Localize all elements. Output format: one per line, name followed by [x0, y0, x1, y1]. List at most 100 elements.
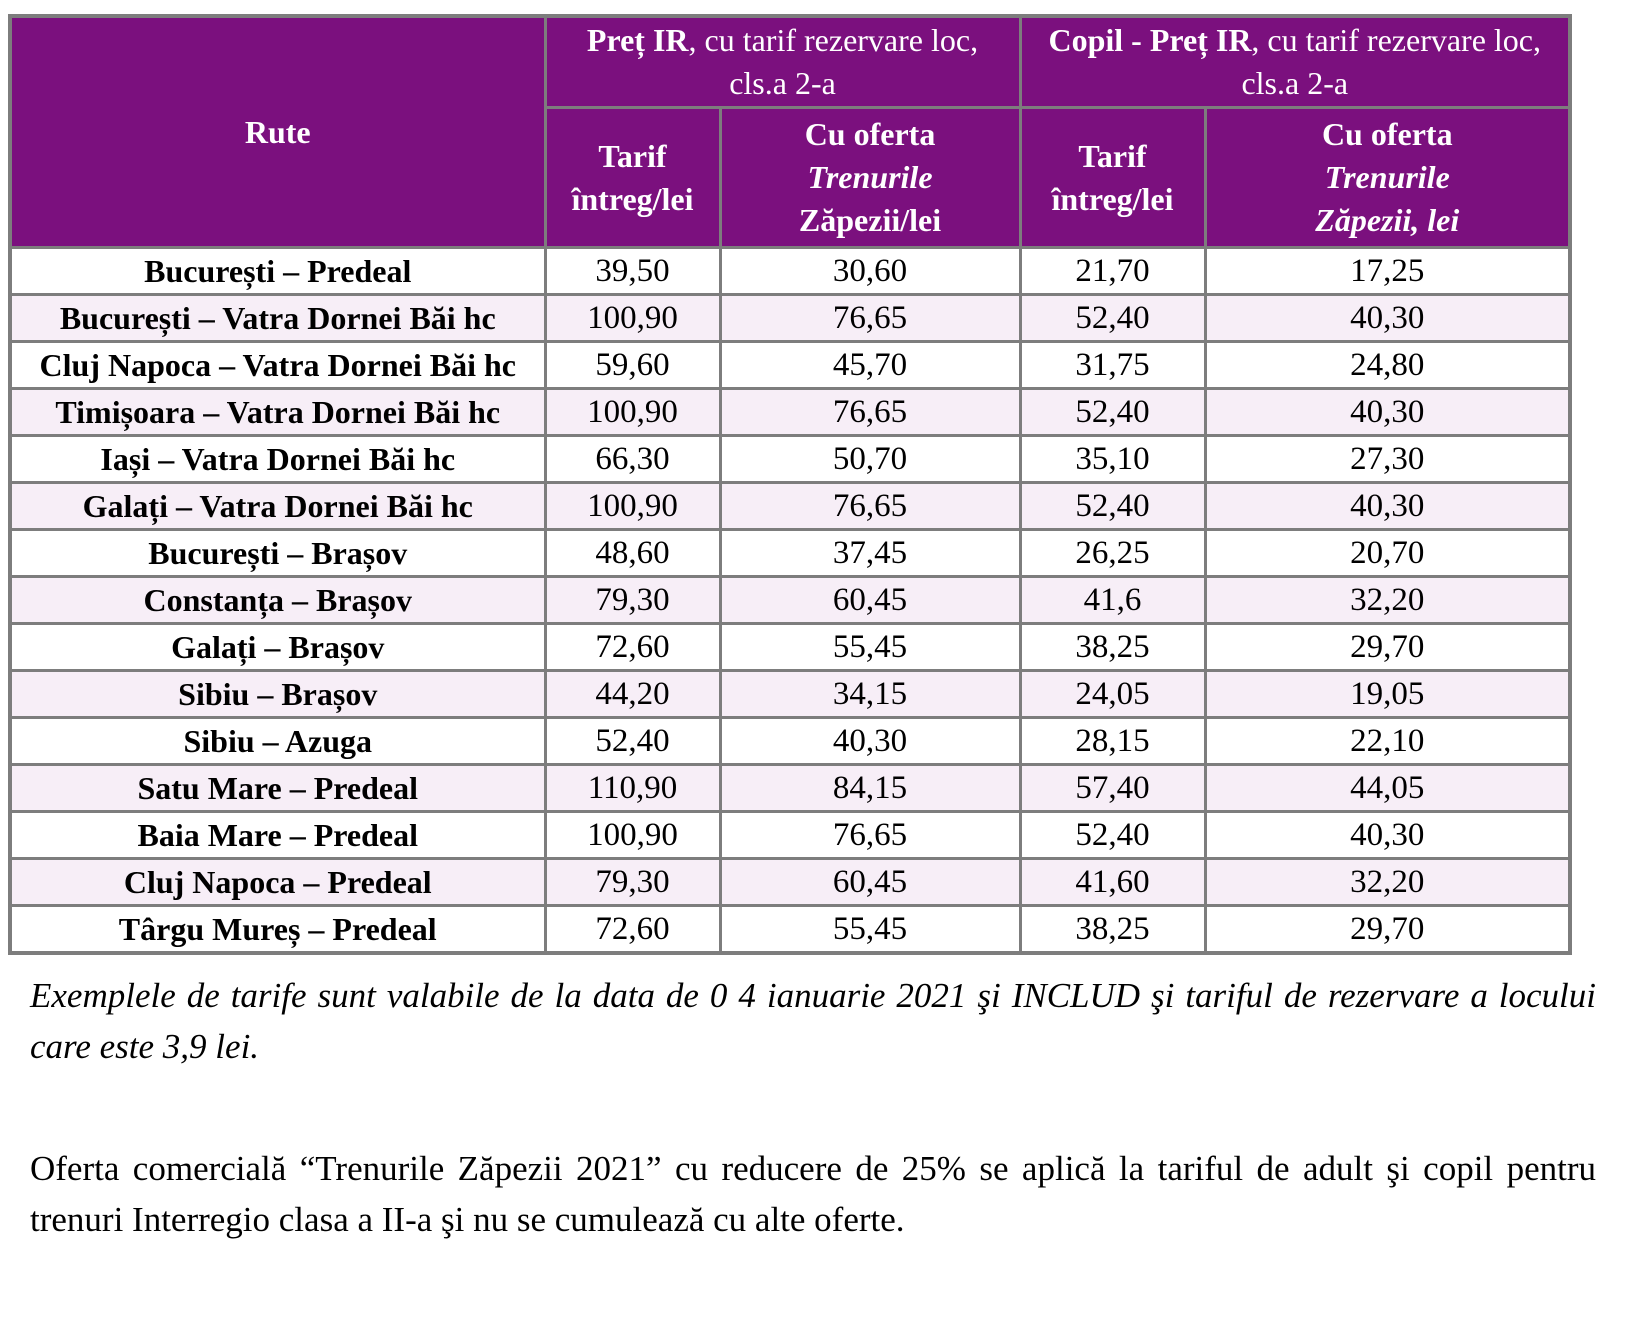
column-header-adult-offer: Cu oferta Trenurile Zăpezii/lei [718, 106, 1022, 250]
child-full-tariff-cell: 52,40 [1018, 387, 1207, 438]
child-full-tariff-cell: 52,40 [1018, 810, 1207, 861]
table-row: Târgu Mureș – Predeal 72,60 55,45 38,25 … [8, 904, 1572, 955]
column-header-child-offer: Cu oferta Trenurile Zăpezii, lei [1203, 106, 1572, 250]
route-cell: București – Predeal [8, 246, 547, 297]
child-offer-tariff-cell: 40,30 [1203, 293, 1572, 344]
adult-offer-tariff-cell: 76,65 [718, 387, 1022, 438]
adult-offer-tariff-cell: 50,70 [718, 434, 1022, 485]
child-offer-tariff-cell: 44,05 [1203, 763, 1572, 814]
rute-label: Rute [244, 113, 311, 150]
route-cell: Baia Mare – Predeal [8, 810, 547, 861]
child-full-tariff-cell: 38,25 [1018, 622, 1207, 673]
child-offer-tariff-cell: 40,30 [1203, 387, 1572, 438]
child-offer-tariff-cell: 32,20 [1203, 575, 1572, 626]
route-cell: București – Brașov [8, 528, 547, 579]
route-cell: Iași – Vatra Dornei Băi hc [8, 434, 547, 485]
group-adult-bold: Preț IR [586, 22, 689, 58]
child-offer-tariff-cell: 29,70 [1203, 904, 1572, 955]
route-cell: Cluj Napoca – Predeal [8, 857, 547, 908]
group-child-bold: Copil - Preț IR [1048, 22, 1252, 58]
route-cell: Galați – Vatra Dornei Băi hc [8, 481, 547, 532]
adult-full-tariff-cell: 72,60 [543, 904, 722, 955]
child-offer-tariff-cell: 24,80 [1203, 340, 1572, 391]
adult-offer-label-line1: Cu oferta [804, 116, 936, 153]
child-full-tariff-cell: 28,15 [1018, 716, 1207, 767]
column-group-adult-price: Preț IR, cu tarif rezervare loc, cls.a 2… [543, 14, 1022, 110]
adult-full-tariff-cell: 100,90 [543, 387, 722, 438]
child-full-tariff-cell: 52,40 [1018, 481, 1207, 532]
adult-offer-tariff-cell: 76,65 [718, 481, 1022, 532]
route-cell: Sibiu – Brașov [8, 669, 547, 720]
table-row: Satu Mare – Predeal 110,90 84,15 57,40 4… [8, 763, 1572, 814]
child-full-tariff-cell: 41,60 [1018, 857, 1207, 908]
table-row: Iași – Vatra Dornei Băi hc 66,30 50,70 3… [8, 434, 1572, 485]
child-offer-label-line2: Trenurile [1324, 159, 1450, 196]
adult-offer-tariff-cell: 45,70 [718, 340, 1022, 391]
child-offer-tariff-cell: 20,70 [1203, 528, 1572, 579]
note-validity: Exemplele de tarife sunt valabile de la … [30, 975, 1596, 1066]
adult-offer-tariff-cell: 60,45 [718, 857, 1022, 908]
child-full-tariff-label: Tarif întreg/lei [1051, 137, 1174, 217]
child-offer-label-line1: Cu oferta [1321, 116, 1453, 153]
child-offer-tariff-cell: 19,05 [1203, 669, 1572, 720]
child-offer-tariff-cell: 40,30 [1203, 810, 1572, 861]
child-full-tariff-cell: 31,75 [1018, 340, 1207, 391]
adult-offer-tariff-cell: 30,60 [718, 246, 1022, 297]
adult-offer-tariff-cell: 55,45 [718, 622, 1022, 673]
child-offer-tariff-cell: 40,30 [1203, 481, 1572, 532]
adult-offer-tariff-cell: 40,30 [718, 716, 1022, 767]
group-adult-rest: , cu tarif rezervare loc, cls.a 2-a [688, 22, 979, 102]
column-header-child-full-tariff: Tarif întreg/lei [1018, 106, 1207, 250]
route-cell: București – Vatra Dornei Băi hc [8, 293, 547, 344]
note-offer: Oferta comercială “Trenurile Zăpezii 202… [30, 1149, 1596, 1240]
column-header-adult-full-tariff: Tarif întreg/lei [543, 106, 722, 250]
route-cell: Galați – Brașov [8, 622, 547, 673]
table-row: București – Predeal 39,50 30,60 21,70 17… [8, 246, 1572, 297]
route-cell: Timișoara – Vatra Dornei Băi hc [8, 387, 547, 438]
adult-full-tariff-cell: 100,90 [543, 293, 722, 344]
adult-full-tariff-cell: 79,30 [543, 575, 722, 626]
child-offer-tariff-cell: 29,70 [1203, 622, 1572, 673]
column-header-rute: Rute [8, 14, 547, 250]
adult-full-tariff-cell: 48,60 [543, 528, 722, 579]
adult-full-tariff-cell: 100,90 [543, 481, 722, 532]
table-row: București – Brașov 48,60 37,45 26,25 20,… [8, 528, 1572, 579]
table-row: Cluj Napoca – Predeal 79,30 60,45 41,60 … [8, 857, 1572, 908]
adult-full-tariff-cell: 79,30 [543, 857, 722, 908]
adult-full-tariff-cell: 100,90 [543, 810, 722, 861]
table-row: Constanța – Brașov 79,30 60,45 41,6 32,2… [8, 575, 1572, 626]
table-row: Sibiu – Azuga 52,40 40,30 28,15 22,10 [8, 716, 1572, 767]
child-full-tariff-cell: 38,25 [1018, 904, 1207, 955]
fare-table: Rute Preț IR, cu tarif rezervare loc, cl… [8, 14, 1572, 955]
table-row: Galați – Brașov 72,60 55,45 38,25 29,70 [8, 622, 1572, 673]
adult-full-tariff-cell: 72,60 [543, 622, 722, 673]
adult-full-tariff-label: Tarif întreg/lei [571, 137, 694, 217]
group-child-rest: , cu tarif rezervare loc, cls.a 2-a [1241, 22, 1541, 102]
column-group-child-price: Copil - Preț IR, cu tarif rezervare loc,… [1018, 14, 1572, 110]
table-row: Cluj Napoca – Vatra Dornei Băi hc 59,60 … [8, 340, 1572, 391]
child-full-tariff-cell: 52,40 [1018, 293, 1207, 344]
adult-full-tariff-cell: 110,90 [543, 763, 722, 814]
adult-full-tariff-cell: 39,50 [543, 246, 722, 297]
child-full-tariff-cell: 24,05 [1018, 669, 1207, 720]
child-offer-label-line3: Zăpezii, lei [1315, 202, 1460, 239]
child-full-tariff-cell: 41,6 [1018, 575, 1207, 626]
route-cell: Sibiu – Azuga [8, 716, 547, 767]
child-offer-tariff-cell: 32,20 [1203, 857, 1572, 908]
table-row: Galați – Vatra Dornei Băi hc 100,90 76,6… [8, 481, 1572, 532]
adult-offer-tariff-cell: 84,15 [718, 763, 1022, 814]
route-cell: Constanța – Brașov [8, 575, 547, 626]
adult-offer-tariff-cell: 55,45 [718, 904, 1022, 955]
adult-offer-label-line2: Trenurile [807, 159, 933, 196]
route-cell: Satu Mare – Predeal [8, 763, 547, 814]
fare-table-body: București – Predeal 39,50 30,60 21,70 17… [8, 246, 1572, 955]
adult-full-tariff-cell: 66,30 [543, 434, 722, 485]
child-full-tariff-cell: 35,10 [1018, 434, 1207, 485]
table-row: Sibiu – Brașov 44,20 34,15 24,05 19,05 [8, 669, 1572, 720]
table-row: București – Vatra Dornei Băi hc 100,90 7… [8, 293, 1572, 344]
child-full-tariff-cell: 57,40 [1018, 763, 1207, 814]
table-row: Baia Mare – Predeal 100,90 76,65 52,40 4… [8, 810, 1572, 861]
adult-offer-tariff-cell: 76,65 [718, 810, 1022, 861]
child-full-tariff-cell: 26,25 [1018, 528, 1207, 579]
